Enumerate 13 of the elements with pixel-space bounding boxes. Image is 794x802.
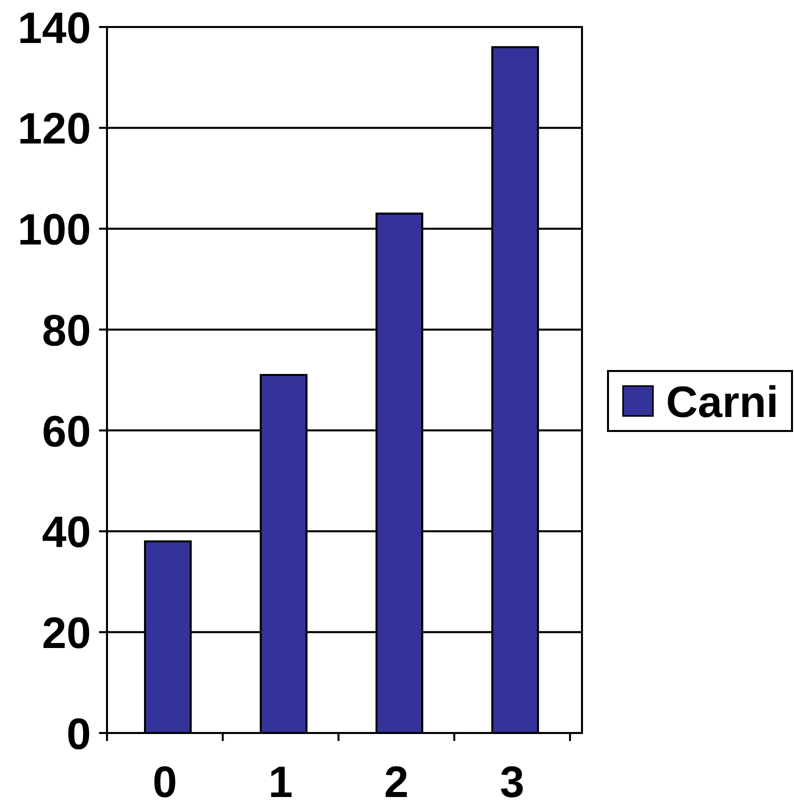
- y-tick-label: 140: [18, 4, 91, 53]
- y-tick-label: 60: [42, 407, 91, 456]
- y-tick-label: 0: [66, 710, 91, 759]
- y-tick-label: 40: [42, 508, 91, 558]
- x-tick-label: 3: [500, 758, 524, 802]
- y-tick-label: 120: [18, 104, 91, 154]
- x-tick-label: 1: [268, 758, 293, 802]
- x-tick-label: 2: [384, 758, 409, 802]
- legend-label: Carni: [666, 378, 778, 427]
- y-tick-label: 80: [42, 306, 91, 356]
- y-tick-label: 20: [42, 608, 91, 658]
- x-tick-label: 0: [152, 758, 178, 802]
- y-tick-label: 100: [18, 206, 91, 255]
